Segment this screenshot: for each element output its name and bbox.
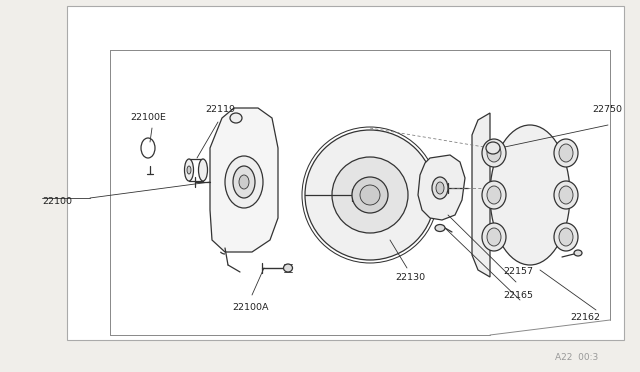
Bar bbox=[67, 6, 624, 340]
Ellipse shape bbox=[554, 181, 578, 209]
Polygon shape bbox=[418, 155, 465, 220]
Ellipse shape bbox=[184, 159, 193, 181]
Ellipse shape bbox=[482, 181, 506, 209]
Polygon shape bbox=[472, 113, 490, 277]
Text: 22100A: 22100A bbox=[232, 304, 269, 312]
Text: 22162: 22162 bbox=[570, 314, 600, 323]
Text: 22130: 22130 bbox=[395, 273, 425, 282]
Ellipse shape bbox=[554, 139, 578, 167]
Ellipse shape bbox=[487, 228, 501, 246]
Ellipse shape bbox=[487, 186, 501, 204]
Circle shape bbox=[332, 157, 408, 233]
Circle shape bbox=[352, 177, 388, 213]
Ellipse shape bbox=[230, 113, 242, 123]
Text: A22  00:3: A22 00:3 bbox=[555, 353, 598, 362]
Ellipse shape bbox=[233, 166, 255, 198]
Ellipse shape bbox=[559, 228, 573, 246]
Ellipse shape bbox=[559, 144, 573, 162]
Ellipse shape bbox=[554, 223, 578, 251]
Ellipse shape bbox=[559, 186, 573, 204]
Text: 22750: 22750 bbox=[592, 106, 622, 115]
Ellipse shape bbox=[198, 159, 207, 181]
Ellipse shape bbox=[432, 177, 448, 199]
Ellipse shape bbox=[490, 125, 570, 265]
Ellipse shape bbox=[239, 175, 249, 189]
Polygon shape bbox=[210, 108, 278, 252]
Text: 22165: 22165 bbox=[503, 291, 533, 299]
Text: 22119: 22119 bbox=[205, 106, 235, 115]
Ellipse shape bbox=[482, 223, 506, 251]
Ellipse shape bbox=[284, 264, 292, 272]
Text: 22157: 22157 bbox=[503, 267, 533, 276]
Ellipse shape bbox=[436, 182, 444, 194]
Text: 22100: 22100 bbox=[42, 198, 72, 206]
Ellipse shape bbox=[574, 250, 582, 256]
Ellipse shape bbox=[187, 166, 191, 174]
Ellipse shape bbox=[225, 156, 263, 208]
Circle shape bbox=[360, 185, 380, 205]
Text: 22100E: 22100E bbox=[130, 113, 166, 122]
Ellipse shape bbox=[487, 144, 501, 162]
Ellipse shape bbox=[482, 139, 506, 167]
Ellipse shape bbox=[486, 142, 500, 154]
Ellipse shape bbox=[435, 224, 445, 231]
Circle shape bbox=[305, 130, 435, 260]
